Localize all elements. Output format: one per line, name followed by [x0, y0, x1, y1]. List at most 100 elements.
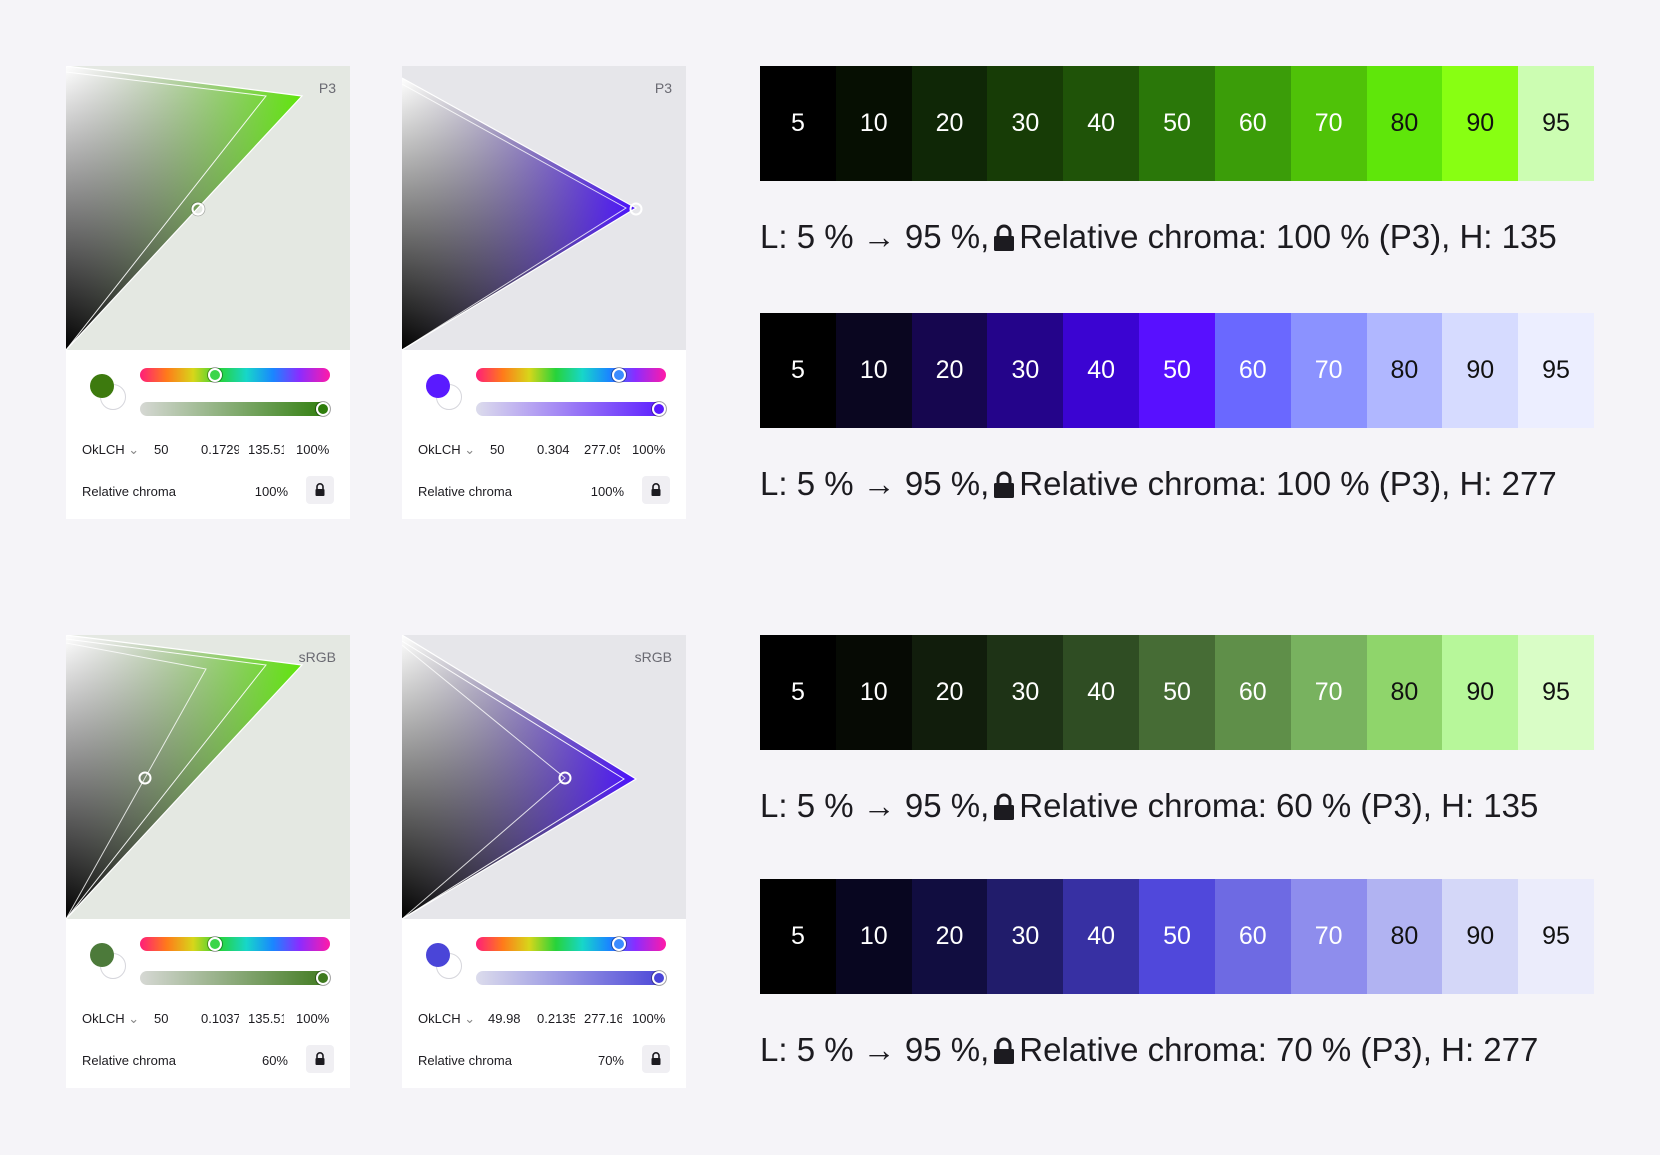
hue-value[interactable]: 135.51	[248, 442, 284, 457]
chroma-slider-thumb[interactable]	[652, 402, 666, 416]
scale-swatch[interactable]: 95	[1518, 635, 1594, 750]
description-params: Relative chroma: 60 % (P3), H: 135	[1019, 787, 1539, 824]
scale-swatch[interactable]: 40	[1063, 879, 1140, 994]
hue-slider[interactable]	[140, 368, 330, 382]
scale-swatch[interactable]: 90	[1442, 635, 1519, 750]
scale-swatch[interactable]: 70	[1290, 313, 1367, 428]
gamut-plot[interactable]: P3	[66, 66, 350, 350]
relative-chroma-value[interactable]: 100%	[254, 484, 288, 499]
gamut-plot[interactable]: sRGB	[402, 635, 686, 919]
chroma-value[interactable]: 0.2135	[537, 1011, 575, 1026]
scale-swatch[interactable]: 5	[760, 635, 836, 750]
scale-swatch[interactable]: 5	[760, 879, 836, 994]
hue-value[interactable]: 277.05	[584, 442, 620, 457]
scale-swatch[interactable]: 20	[911, 635, 988, 750]
scale-swatch[interactable]: 30	[987, 635, 1064, 750]
scale-swatch-label: 80	[1390, 109, 1419, 137]
scale-swatch[interactable]: 80	[1366, 313, 1443, 428]
scale-swatch[interactable]: 80	[1366, 635, 1443, 750]
lock-button[interactable]	[306, 1045, 334, 1073]
scale-swatch[interactable]: 10	[835, 313, 912, 428]
scale-swatch[interactable]: 30	[987, 879, 1064, 994]
scale-swatch[interactable]: 10	[835, 66, 912, 181]
scale-swatch[interactable]: 60	[1214, 635, 1291, 750]
hue-slider[interactable]	[476, 937, 666, 951]
lightness-value[interactable]: 49.98	[488, 1011, 521, 1026]
gamut-plot[interactable]: P3	[402, 66, 686, 350]
scale-swatch[interactable]: 30	[987, 313, 1064, 428]
scale-swatch[interactable]: 40	[1063, 313, 1140, 428]
scale-swatch[interactable]: 70	[1290, 635, 1367, 750]
relative-chroma-row: Relative chroma 70%	[402, 1043, 686, 1077]
chroma-slider[interactable]	[140, 971, 330, 985]
alpha-value[interactable]: 100%	[632, 1011, 666, 1026]
hue-slider-thumb[interactable]	[612, 368, 626, 382]
relative-chroma-value[interactable]: 60%	[261, 1053, 288, 1068]
scale-swatch[interactable]: 90	[1442, 879, 1519, 994]
scale-swatch[interactable]: 20	[911, 66, 988, 181]
color-swatch	[90, 943, 114, 967]
chroma-value[interactable]: 0.1729	[201, 442, 239, 457]
hue-value[interactable]: 277.16	[584, 1011, 622, 1026]
color-mode-select[interactable]: OkLCH ⌄	[82, 442, 140, 457]
scale-swatch[interactable]: 80	[1366, 66, 1443, 181]
scale-swatch[interactable]: 20	[911, 879, 988, 994]
scale-swatch[interactable]: 40	[1063, 66, 1140, 181]
chroma-slider-thumb[interactable]	[316, 402, 330, 416]
relative-chroma-value[interactable]: 70%	[597, 1053, 624, 1068]
scale-swatch[interactable]: 70	[1290, 66, 1367, 181]
scale-swatch[interactable]: 20	[911, 313, 988, 428]
color-mode-select[interactable]: OkLCH ⌄	[418, 442, 476, 457]
scale-swatch[interactable]: 60	[1214, 66, 1291, 181]
scale-swatch[interactable]: 5	[760, 66, 836, 181]
alpha-value[interactable]: 100%	[296, 442, 330, 457]
lightness-value[interactable]: 50	[154, 442, 169, 457]
chroma-slider[interactable]	[476, 402, 666, 416]
hue-slider[interactable]	[476, 368, 666, 382]
lock-button[interactable]	[306, 476, 334, 504]
scale-swatch[interactable]: 10	[835, 635, 912, 750]
scale-swatch[interactable]: 60	[1214, 313, 1291, 428]
scale-swatch[interactable]: 95	[1518, 879, 1594, 994]
hue-slider-thumb[interactable]	[208, 368, 222, 382]
scale-swatch[interactable]: 95	[1518, 66, 1594, 181]
lock-button[interactable]	[642, 476, 670, 504]
chroma-slider[interactable]	[476, 971, 666, 985]
chroma-slider-thumb[interactable]	[316, 971, 330, 985]
alpha-value[interactable]: 100%	[632, 442, 666, 457]
scale-swatch[interactable]: 50	[1139, 635, 1215, 750]
scale-swatch[interactable]: 80	[1366, 879, 1443, 994]
scale-swatch[interactable]: 50	[1139, 313, 1215, 428]
scale-swatch[interactable]: 70	[1290, 879, 1367, 994]
hue-slider-thumb[interactable]	[208, 937, 222, 951]
hue-value[interactable]: 135.51	[248, 1011, 284, 1026]
scale-swatch[interactable]: 30	[987, 66, 1064, 181]
chroma-value[interactable]: 0.304	[537, 442, 570, 457]
lightness-value[interactable]: 50	[154, 1011, 169, 1026]
scale-swatch-label: 70	[1314, 356, 1343, 384]
alpha-value[interactable]: 100%	[296, 1011, 330, 1026]
relative-chroma-value[interactable]: 100%	[590, 484, 624, 499]
gamut-plot[interactable]: sRGB	[66, 635, 350, 919]
scale-swatch[interactable]: 95	[1518, 313, 1594, 428]
scale-swatch[interactable]: 90	[1442, 66, 1519, 181]
lock-button[interactable]	[642, 1045, 670, 1073]
lock-icon	[651, 483, 661, 496]
lightness-value[interactable]: 50	[490, 442, 505, 457]
color-mode-select[interactable]: OkLCH ⌄	[82, 1011, 140, 1026]
scale-swatch[interactable]: 5	[760, 313, 836, 428]
scale-swatch[interactable]: 50	[1139, 66, 1215, 181]
scale-swatch[interactable]: 40	[1063, 635, 1140, 750]
color-mode-select[interactable]: OkLCH ⌄	[418, 1011, 476, 1026]
lock-icon	[315, 1052, 325, 1065]
scale-swatch[interactable]: 60	[1214, 879, 1291, 994]
scale-swatch[interactable]: 90	[1442, 313, 1519, 428]
chroma-slider[interactable]	[140, 402, 330, 416]
chroma-value[interactable]: 0.1037	[201, 1011, 239, 1026]
scale-swatch-label: 10	[859, 356, 888, 384]
hue-slider-thumb[interactable]	[612, 937, 626, 951]
chroma-slider-thumb[interactable]	[652, 971, 666, 985]
scale-swatch[interactable]: 10	[835, 879, 912, 994]
scale-swatch[interactable]: 50	[1139, 879, 1215, 994]
hue-slider[interactable]	[140, 937, 330, 951]
